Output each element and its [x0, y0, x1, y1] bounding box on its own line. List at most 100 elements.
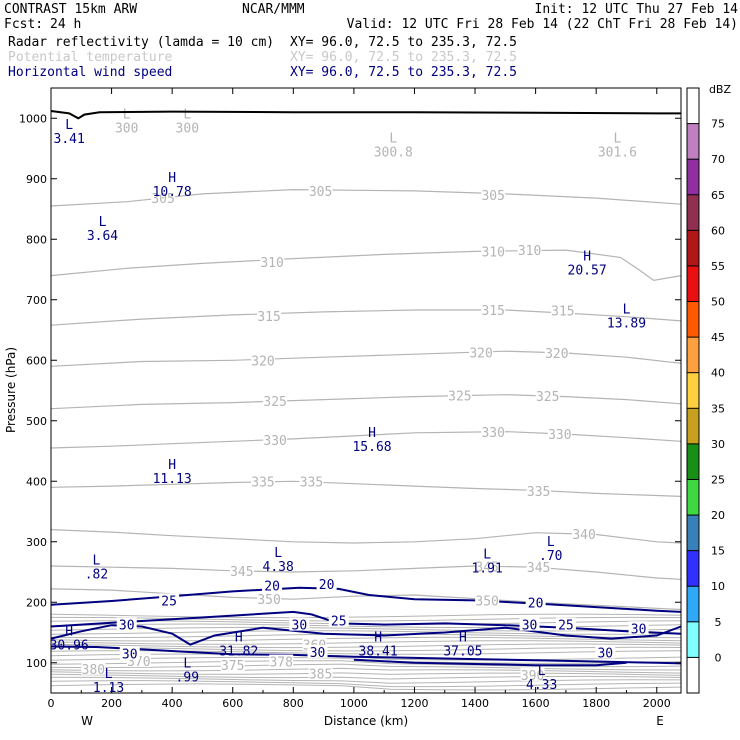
theta-label-bg: [481, 244, 506, 258]
colorbar-swatch: [687, 194, 699, 231]
colorbar-level-label: 75: [711, 118, 725, 131]
theta-contour-320: [50, 350, 682, 367]
theta-label-bg: [481, 188, 506, 202]
wind-label: 30: [310, 646, 326, 661]
theta-contour-305: [50, 188, 682, 207]
y-tick-label: 600: [26, 354, 47, 367]
colorbar-unit: dBZ: [709, 83, 732, 96]
field-name-reflectivity: Radar reflectivity (lamda = 10 cm): [8, 35, 274, 50]
wind-label-bg: [159, 593, 180, 607]
wind-label: 30: [119, 619, 135, 634]
x-tick-label: 1800: [582, 697, 610, 710]
colorbar-swatch: [687, 265, 699, 302]
theta-contour-335: [50, 480, 682, 497]
theta-contour-310: [50, 249, 682, 282]
wind-label: 30: [597, 646, 613, 661]
theta-contours: [50, 188, 682, 691]
theta-label: 340: [572, 528, 595, 543]
wind-low-marker: L: [99, 215, 107, 230]
theta-contour-upper: [50, 667, 682, 674]
theta-contour-upper: [50, 673, 682, 680]
init-time: Init: 12 UTC Thu 27 Feb 14: [535, 2, 739, 17]
theta-extreme-value: 300: [115, 121, 138, 136]
wind-low-marker: L: [105, 667, 113, 682]
wind-extreme-value: 4.38: [263, 560, 294, 575]
theta-contour-upper: [50, 636, 682, 642]
theta-label: 325: [536, 390, 559, 405]
theta-label-bg: [520, 667, 545, 681]
colorbar-swatch: [687, 123, 699, 160]
wind-label-bg: [525, 595, 546, 609]
theta-label-bg: [263, 433, 288, 447]
theta-label: 345: [230, 565, 253, 580]
wind-high-marker: H: [65, 625, 73, 640]
theta-extreme-value: 301.6: [598, 145, 637, 160]
theta-contour-upper: [50, 630, 682, 635]
theta-label: 330: [548, 428, 571, 443]
theta-label-bg: [251, 474, 276, 488]
wind-label: 30: [522, 619, 538, 634]
theta-contour-345: [50, 565, 682, 580]
wind-label-bg: [519, 617, 540, 631]
theta-label: 325: [448, 389, 471, 404]
wind-extreme-value: 3.64: [87, 229, 118, 244]
theta-contour-upper: [50, 613, 682, 619]
wind-extreme-value: .82: [85, 568, 108, 583]
theta-label: 345: [527, 561, 550, 576]
theta-low-marker: L: [183, 107, 191, 122]
y-tick-label: 900: [26, 173, 47, 186]
colorbar-level-label: 25: [711, 473, 725, 486]
x-tick-label: 0: [48, 697, 55, 710]
theta-label: 310: [518, 244, 541, 259]
wind-contour-35: [353, 658, 627, 667]
colorbar-frame: [686, 87, 700, 694]
colorbar-level-label: 15: [711, 545, 725, 558]
colorbar-level-label: 20: [711, 509, 725, 522]
org-label: NCAR/MMM: [242, 2, 305, 17]
x-tick-label: 2000: [643, 697, 671, 710]
theta-label: 320: [469, 346, 492, 361]
theta-contour-upper: [50, 683, 682, 691]
theta-label: 305: [151, 192, 174, 207]
wind-label-bg: [628, 621, 649, 635]
y-tick-label: 1000: [19, 112, 47, 125]
theta-contour-315: [50, 309, 682, 326]
theta-label-bg: [481, 425, 506, 439]
wind-label: 20: [528, 596, 544, 611]
theta-contour-upper: [50, 643, 682, 649]
theta-contour-325: [50, 394, 682, 410]
theta-label: 335: [251, 475, 274, 490]
x-tick-label: 1600: [522, 697, 550, 710]
wind-label-bg: [307, 644, 328, 658]
theta-label: 330: [263, 434, 286, 449]
colorbar-swatch: [687, 159, 699, 195]
theta-label: 335: [527, 485, 550, 500]
theta-label: 325: [263, 395, 286, 410]
theta-contour-upper: [50, 660, 682, 668]
wind-label-bg: [316, 577, 337, 591]
wind-low-marker: L: [65, 118, 73, 133]
x-tick-label: 800: [283, 697, 304, 710]
y-tick-label: 500: [26, 415, 47, 428]
colorbar-level-label: 10: [711, 580, 725, 593]
theta-label-bg: [257, 592, 282, 606]
wind-high-marker: H: [168, 171, 176, 186]
colorbar-level-label: 45: [711, 331, 725, 344]
theta-label-bg: [469, 345, 494, 359]
wind-low-marker: L: [183, 657, 191, 672]
theta-label-bg: [257, 309, 282, 323]
west-label: W: [81, 714, 93, 728]
theta-label: 375: [221, 659, 244, 674]
colorbar-level-label: 55: [711, 260, 725, 273]
x-tick-label: 1200: [400, 697, 428, 710]
colorbar-swatch: [687, 372, 699, 409]
theta-low-marker: L: [389, 131, 397, 146]
wind-extreme-value: 11.13: [153, 472, 192, 487]
wind-low-marker: L: [623, 303, 631, 318]
theta-label: 380: [82, 663, 105, 678]
theta-label: 350: [475, 594, 498, 609]
wind-low-marker: L: [547, 535, 555, 550]
theta-label: 385: [309, 668, 332, 683]
